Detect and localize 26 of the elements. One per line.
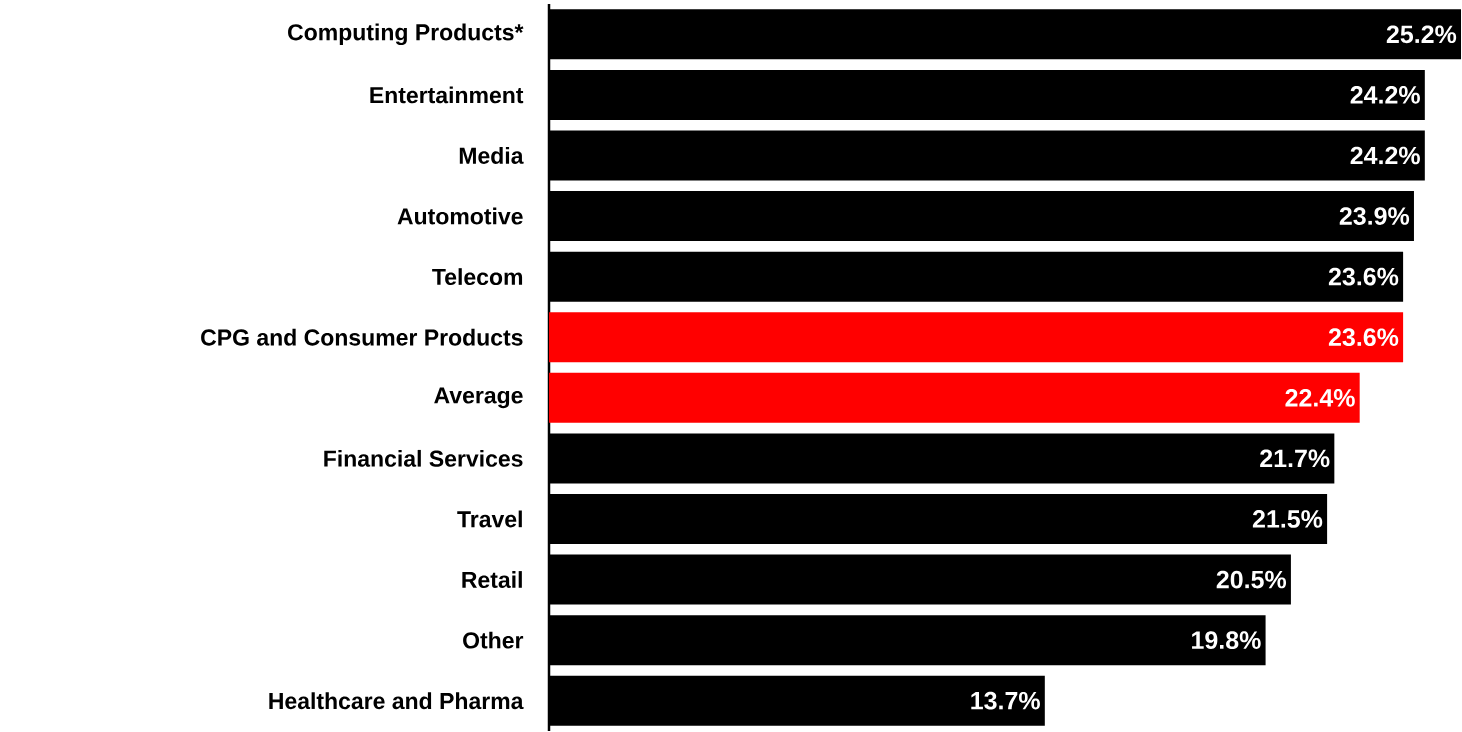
y-tick-label: Retail	[462, 570, 522, 588]
y-tick-label: Automotive	[397, 207, 523, 225]
y-tick-label: CPG and Consumer Products	[201, 328, 523, 346]
data-label: 24.2%	[1350, 85, 1420, 104]
data-label: 20.5%	[1216, 570, 1287, 589]
data-label: 21.7%	[1260, 449, 1330, 468]
y-tick-label: Telecom	[432, 268, 523, 285]
y-tick-label: Media	[459, 146, 524, 164]
data-label: 23.6%	[1328, 267, 1399, 286]
y-tick-label: Healthcare and Pharma	[269, 692, 524, 710]
y-tick-label: Financial Services	[324, 449, 523, 467]
data-label: 21.5%	[1252, 509, 1323, 528]
y-tick-label: Entertainment	[370, 86, 524, 104]
bar	[549, 312, 1404, 363]
y-tick-label: Average	[434, 387, 523, 409]
bar	[549, 372, 1360, 423]
data-label: 19.8%	[1192, 631, 1261, 649]
data-label: 22.4%	[1285, 388, 1355, 407]
data-label: 23.6%	[1328, 328, 1399, 346]
data-label: 23.9%	[1339, 207, 1410, 225]
data-label: 13.7%	[971, 691, 1040, 710]
data-label: 24.2%	[1350, 146, 1420, 165]
y-tick-label: Travel	[457, 510, 522, 528]
y-tick-label: Other	[463, 631, 524, 649]
y-tick-label: Computing Products*	[288, 23, 524, 45]
data-label: 25.2%	[1386, 25, 1457, 44]
